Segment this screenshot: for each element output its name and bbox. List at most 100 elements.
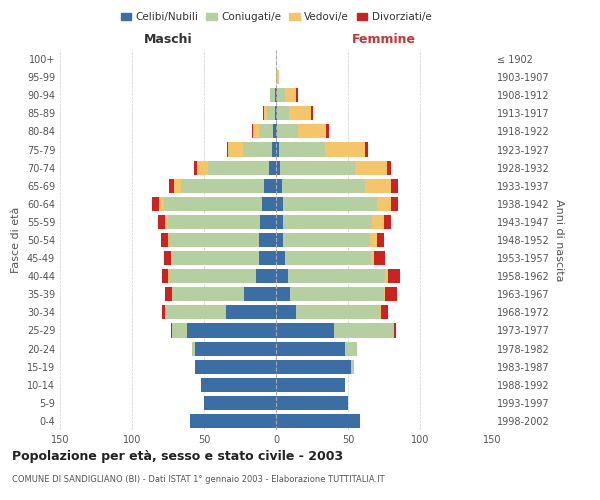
Bar: [380, 306, 381, 320]
Bar: [298, 124, 326, 138]
Bar: [345, 342, 356, 355]
Bar: [325, 142, 365, 156]
Bar: [190, 414, 276, 428]
Bar: [296, 88, 298, 102]
Text: Femmine: Femmine: [352, 34, 416, 46]
Bar: [262, 197, 276, 211]
Y-axis label: Fasce di età: Fasce di età: [11, 207, 21, 273]
Bar: [370, 233, 377, 247]
Bar: [196, 360, 276, 374]
Bar: [280, 160, 355, 174]
Bar: [174, 178, 181, 193]
Bar: [259, 233, 276, 247]
Bar: [276, 378, 345, 392]
Bar: [168, 215, 260, 229]
Bar: [276, 306, 296, 320]
Bar: [311, 106, 313, 120]
Bar: [265, 178, 276, 193]
Bar: [168, 269, 169, 283]
Bar: [290, 287, 384, 302]
Bar: [164, 197, 262, 211]
Bar: [365, 178, 391, 193]
Bar: [269, 160, 276, 174]
Bar: [276, 342, 345, 355]
Bar: [276, 287, 290, 302]
Bar: [268, 106, 275, 120]
Text: COMUNE DI SANDIGLIANO (BI) - Dati ISTAT 1° gennaio 2003 - Elaborazione TUTTITALI: COMUNE DI SANDIGLIANO (BI) - Dati ISTAT …: [12, 475, 385, 484]
Bar: [277, 106, 289, 120]
Bar: [334, 324, 394, 338]
Bar: [276, 197, 283, 211]
Bar: [276, 106, 277, 120]
Bar: [276, 251, 284, 265]
Bar: [270, 88, 275, 102]
Bar: [381, 306, 388, 320]
Bar: [276, 178, 282, 193]
Bar: [385, 269, 388, 283]
Bar: [229, 142, 243, 156]
Bar: [273, 124, 276, 138]
Bar: [282, 178, 365, 193]
Bar: [171, 324, 172, 338]
Bar: [287, 269, 385, 283]
Bar: [244, 287, 276, 302]
Bar: [276, 414, 359, 428]
Bar: [276, 396, 348, 410]
Bar: [162, 306, 165, 320]
Bar: [296, 306, 380, 320]
Bar: [394, 324, 395, 338]
Bar: [276, 360, 351, 374]
Bar: [168, 233, 169, 247]
Bar: [259, 251, 276, 265]
Bar: [385, 287, 397, 302]
Bar: [355, 160, 387, 174]
Bar: [169, 178, 174, 193]
Bar: [388, 269, 400, 283]
Bar: [160, 197, 164, 211]
Bar: [251, 124, 253, 138]
Bar: [226, 306, 276, 320]
Bar: [169, 233, 259, 247]
Text: Maschi: Maschi: [143, 34, 193, 46]
Bar: [284, 251, 371, 265]
Bar: [165, 306, 226, 320]
Bar: [152, 197, 160, 211]
Bar: [172, 287, 244, 302]
Bar: [164, 251, 171, 265]
Bar: [158, 215, 165, 229]
Bar: [365, 142, 368, 156]
Bar: [276, 124, 277, 138]
Bar: [384, 287, 385, 302]
Bar: [187, 324, 276, 338]
Bar: [276, 324, 334, 338]
Bar: [283, 197, 377, 211]
Bar: [265, 106, 268, 120]
Bar: [373, 215, 384, 229]
Legend: Celibi/Nubili, Coniugati/e, Vedovi/e, Divorziati/e: Celibi/Nubili, Coniugati/e, Vedovi/e, Di…: [116, 8, 436, 26]
Bar: [169, 269, 256, 283]
Bar: [171, 251, 172, 265]
Bar: [162, 269, 168, 283]
Bar: [165, 215, 168, 229]
Bar: [197, 160, 208, 174]
Bar: [279, 142, 325, 156]
Bar: [253, 124, 259, 138]
Y-axis label: Anni di nascita: Anni di nascita: [554, 198, 563, 281]
Bar: [196, 342, 276, 355]
Bar: [276, 88, 277, 102]
Bar: [351, 360, 354, 374]
Bar: [276, 70, 277, 84]
Bar: [391, 178, 398, 193]
Bar: [283, 233, 370, 247]
Bar: [272, 142, 276, 156]
Bar: [165, 287, 172, 302]
Bar: [276, 215, 283, 229]
Bar: [259, 124, 273, 138]
Bar: [277, 124, 298, 138]
Bar: [260, 215, 276, 229]
Bar: [387, 160, 391, 174]
Bar: [374, 251, 385, 265]
Bar: [276, 160, 280, 174]
Bar: [377, 233, 384, 247]
Bar: [201, 378, 276, 392]
